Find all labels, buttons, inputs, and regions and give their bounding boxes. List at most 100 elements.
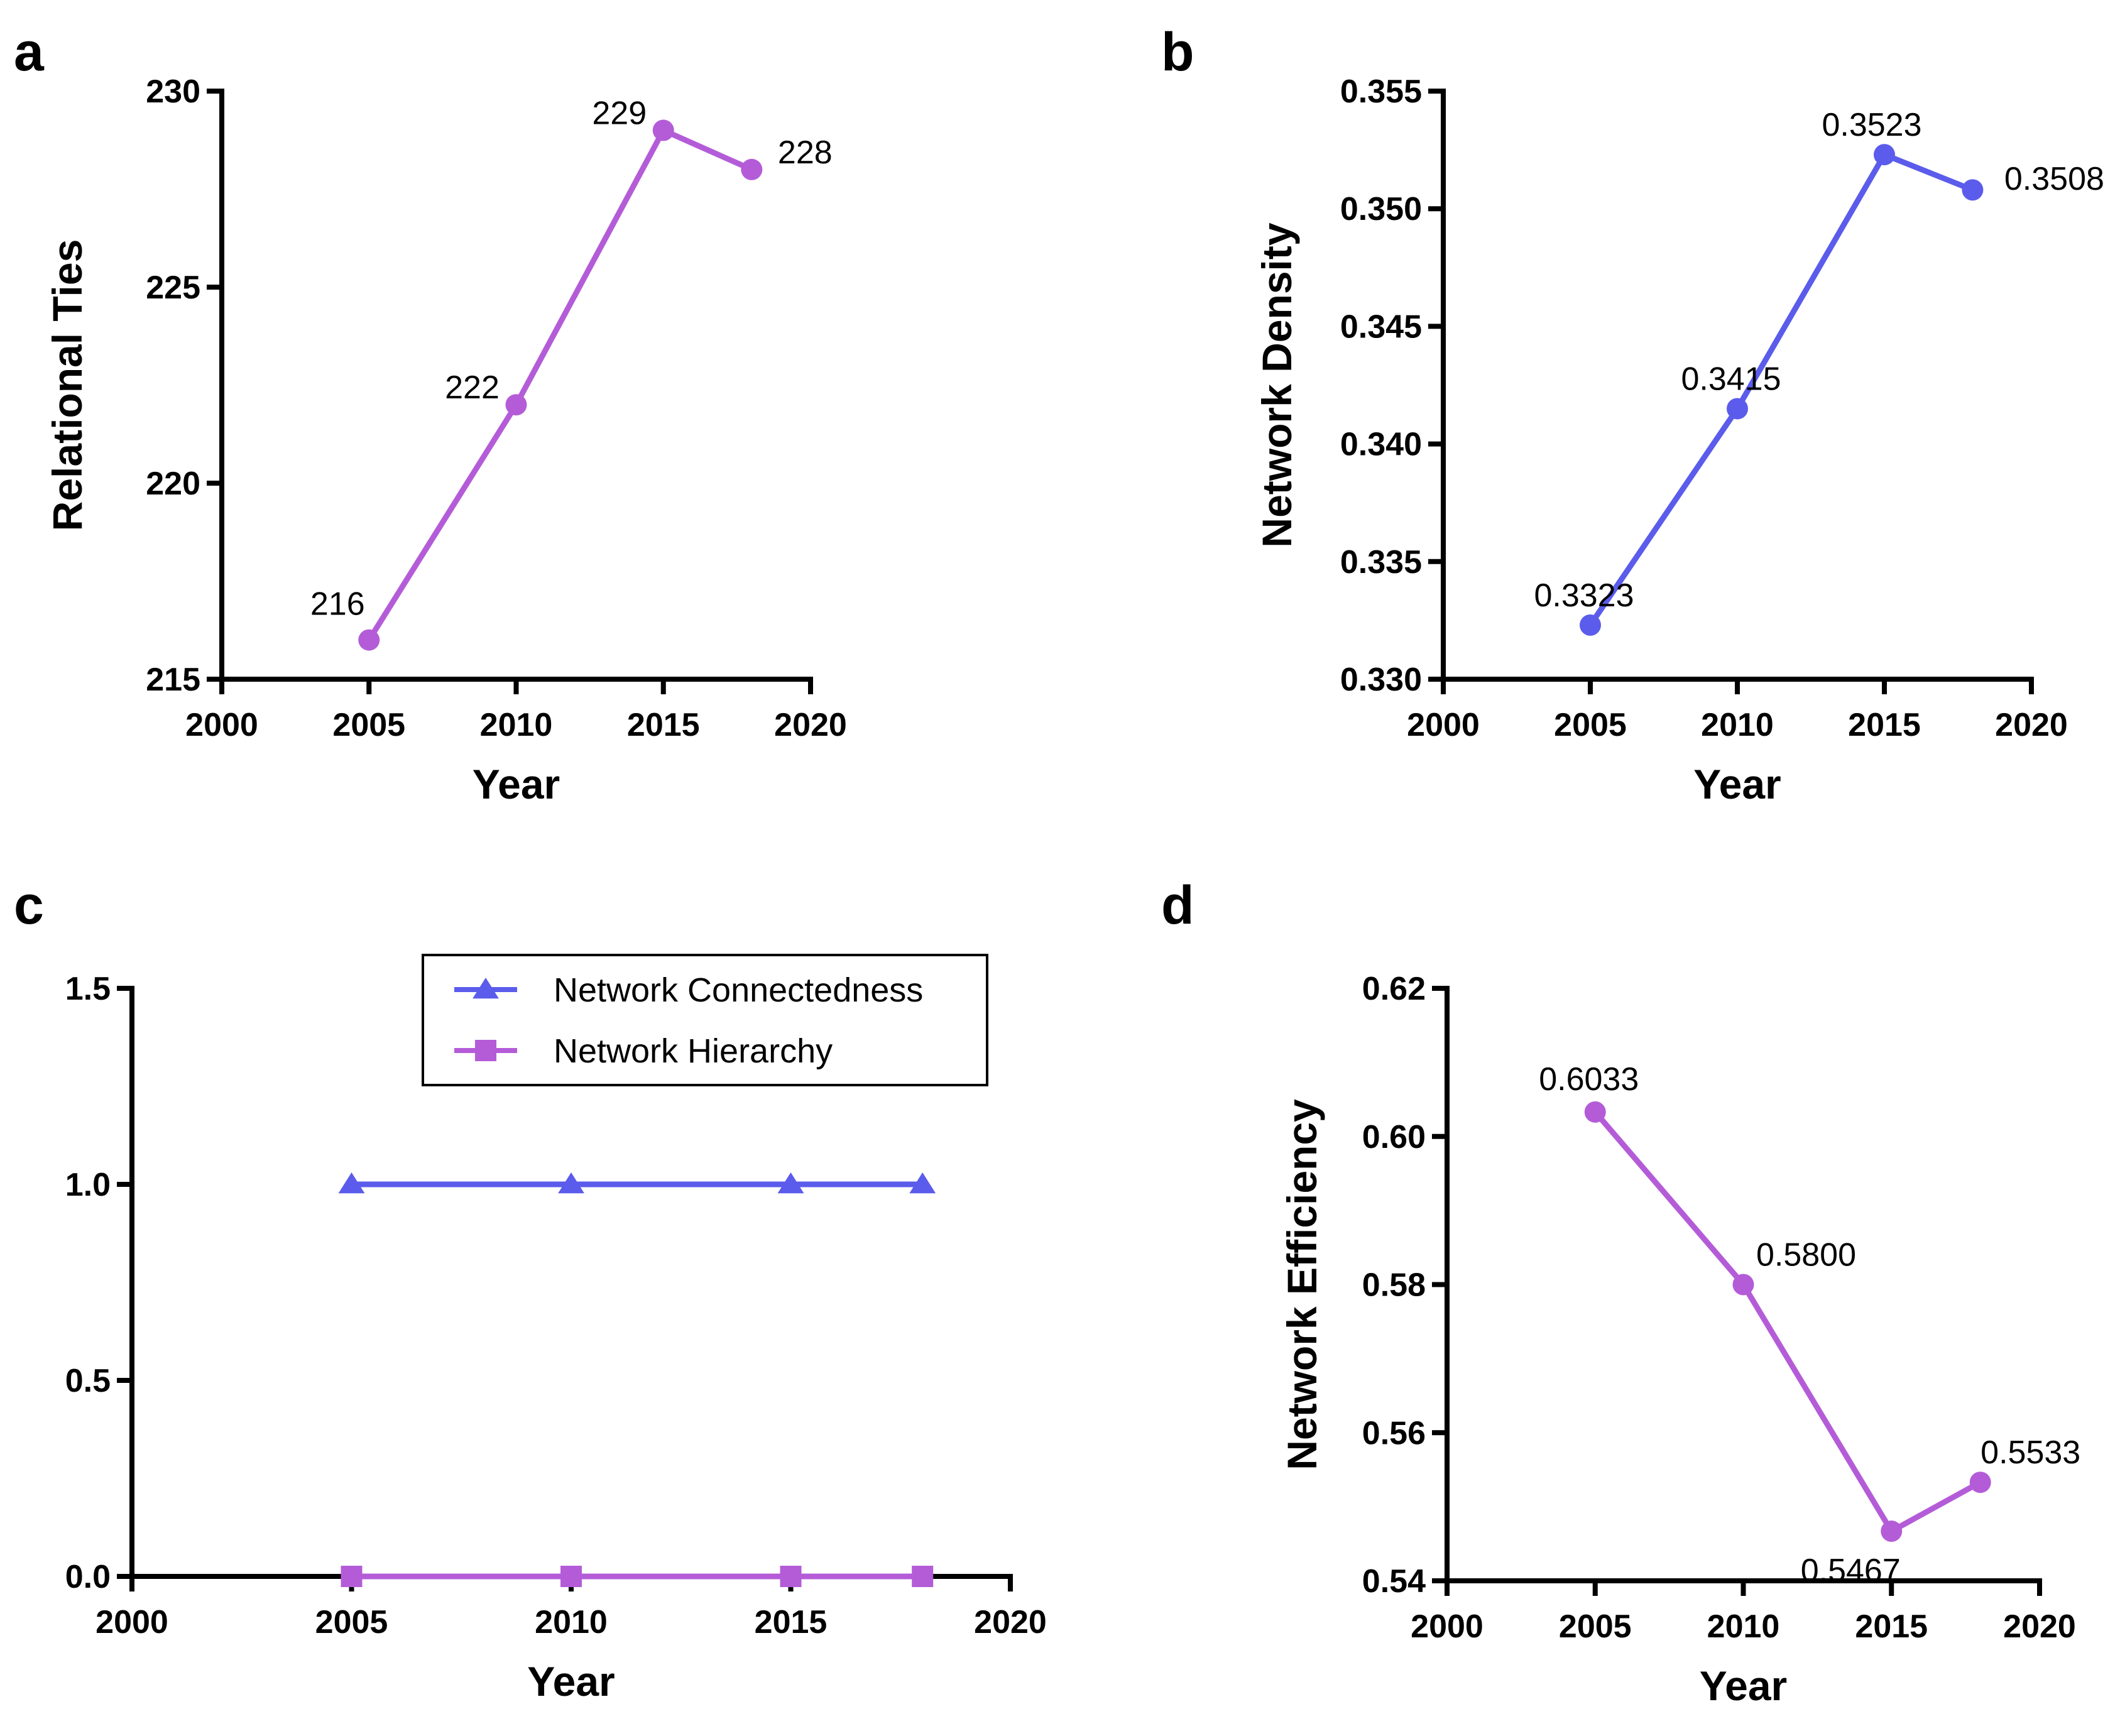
data-label: 0.6033 xyxy=(1539,1061,1639,1098)
x-tick-label: 2000 xyxy=(96,1604,168,1640)
y-tick-label: 0.60 xyxy=(1362,1119,1426,1155)
x-axis-title: Year xyxy=(1700,1662,1787,1709)
data-point xyxy=(1881,1520,1903,1542)
data-label: 216 xyxy=(310,586,365,623)
y-tick-label: 0.340 xyxy=(1340,427,1422,463)
y-tick-label: 0.335 xyxy=(1340,544,1422,581)
data-point xyxy=(1969,1471,1991,1493)
series-line xyxy=(1588,151,1974,627)
x-tick-label: 2000 xyxy=(1407,707,1480,743)
data-point xyxy=(341,1566,363,1587)
series-relational-ties: 216 222 229 228 xyxy=(310,95,833,651)
y-tick-label: 0.54 xyxy=(1362,1563,1426,1600)
data-point xyxy=(777,1172,804,1194)
series-network-density: 0.3323 0.3415 0.3523 0.3508 xyxy=(1534,107,2104,636)
x-tick-label: 2010 xyxy=(1707,1608,1780,1645)
chart-panel-d: d 0.54 0.56 0.58 0.60 0.62 2000 2005 2010 2015 202… xyxy=(1161,875,2080,1709)
x-tick-label: 2020 xyxy=(974,1604,1047,1640)
y-axis-title: Network Efficiency xyxy=(1279,1099,1325,1470)
chart-panel-c: c 0.0 0.5 1.0 1.5 2000 2005 2010 2015 2020 Year Net… xyxy=(14,875,1047,1705)
data-point xyxy=(1962,179,1984,201)
data-point xyxy=(558,1172,584,1194)
data-label: 0.5800 xyxy=(1756,1237,1856,1274)
x-tick-label: 2005 xyxy=(315,1604,388,1640)
x-tick-label: 2010 xyxy=(535,1604,608,1640)
data-label: 0.3523 xyxy=(1822,107,1921,143)
chart-panel-a: a 215 220 225 230 2000 2005 2010 2015 2020 Year Rel… xyxy=(14,22,847,807)
data-point xyxy=(1580,614,1601,636)
x-tick-label: 2015 xyxy=(1855,1608,1928,1645)
data-label: 0.3323 xyxy=(1534,577,1634,614)
data-point xyxy=(1727,398,1748,420)
data-label: 0.3415 xyxy=(1681,361,1781,397)
data-label: 222 xyxy=(445,369,500,406)
panel-letter-d: d xyxy=(1161,875,1194,936)
y-tick-label: 0.62 xyxy=(1362,971,1426,1007)
legend-entry: Network Connectedness xyxy=(554,971,923,1009)
data-point xyxy=(358,629,380,651)
data-label: 228 xyxy=(778,134,833,171)
legend-box xyxy=(422,954,988,1086)
data-point xyxy=(652,119,674,141)
x-tick-label: 2000 xyxy=(1411,1608,1483,1645)
x-tick-label: 2020 xyxy=(774,707,847,743)
data-point xyxy=(780,1566,802,1587)
data-point xyxy=(560,1566,582,1587)
y-tick-label: 0.345 xyxy=(1340,308,1422,345)
data-label: 229 xyxy=(592,95,647,131)
legend-swatch-marker xyxy=(475,1040,496,1061)
series-network-connectedness xyxy=(338,1172,936,1194)
y-tick-label: 0.5 xyxy=(65,1363,111,1399)
panel-letter-b: b xyxy=(1161,22,1194,82)
data-point xyxy=(505,394,527,416)
data-point xyxy=(1584,1101,1606,1123)
data-point xyxy=(1732,1274,1754,1296)
y-tick-label: 0.355 xyxy=(1340,74,1422,110)
x-tick-label: 2020 xyxy=(2003,1608,2076,1645)
y-tick-label: 1.5 xyxy=(65,971,111,1007)
x-axis-title: Year xyxy=(1693,761,1781,807)
x-tick-label: 2005 xyxy=(332,707,405,743)
data-point xyxy=(1874,144,1895,166)
y-tick-label: 220 xyxy=(146,466,200,502)
y-tick-label: 0.0 xyxy=(65,1559,111,1595)
y-tick-label: 1.0 xyxy=(65,1167,111,1203)
series-line xyxy=(366,127,753,641)
data-label: 0.5467 xyxy=(1801,1553,1901,1589)
x-tick-label: 2010 xyxy=(1701,707,1774,743)
y-tick-label: 0.330 xyxy=(1340,662,1422,698)
data-label: 0.3508 xyxy=(2004,161,2104,197)
y-tick-label: 0.350 xyxy=(1340,191,1422,227)
panel-letter-c: c xyxy=(14,875,44,936)
data-point xyxy=(338,1172,365,1194)
data-point xyxy=(912,1566,934,1587)
x-axis-title: Year xyxy=(473,761,560,807)
x-tick-label: 2000 xyxy=(185,707,258,743)
x-tick-label: 2020 xyxy=(1995,707,2068,743)
series-network-efficiency: 0.6033 0.5800 0.5467 0.5533 xyxy=(1539,1061,2080,1589)
data-point xyxy=(741,158,763,180)
legend-entry: Network Hierarchy xyxy=(554,1032,833,1070)
y-tick-label: 230 xyxy=(146,74,200,110)
panel-letter-a: a xyxy=(14,22,45,82)
series-line xyxy=(1593,1110,1982,1534)
x-tick-label: 2005 xyxy=(1559,1608,1632,1645)
legend: Network Connectedness Network Hierarchy xyxy=(422,954,988,1086)
x-tick-label: 2015 xyxy=(1848,707,1921,743)
y-axis-title: Network Density xyxy=(1254,222,1300,547)
x-tick-label: 2005 xyxy=(1554,707,1627,743)
data-point xyxy=(909,1172,936,1194)
chart-panel-b: b 0.330 0.335 0.340 0.345 0.350 0.355 2000 2005 2… xyxy=(1161,22,2104,807)
y-tick-label: 0.56 xyxy=(1362,1415,1426,1451)
data-label: 0.5533 xyxy=(1981,1434,2080,1471)
x-tick-label: 2015 xyxy=(627,707,700,743)
x-axis-title: Year xyxy=(527,1658,615,1705)
x-tick-label: 2010 xyxy=(480,707,553,743)
series-network-hierarchy xyxy=(341,1566,934,1587)
y-axis-title: Relational Ties xyxy=(44,239,90,532)
y-tick-label: 0.58 xyxy=(1362,1267,1426,1304)
y-tick-label: 225 xyxy=(146,270,200,306)
y-tick-label: 215 xyxy=(146,662,200,698)
x-tick-label: 2015 xyxy=(755,1604,828,1640)
